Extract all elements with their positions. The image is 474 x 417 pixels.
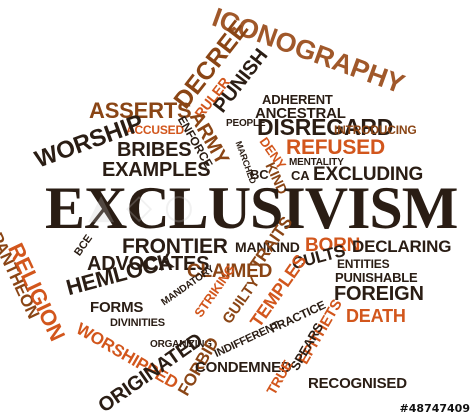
word-accused: ACCUSED	[126, 123, 184, 137]
word-born: BORN	[305, 235, 361, 256]
word-people: PEOPLE	[226, 118, 266, 129]
word-bc: BC	[250, 167, 269, 182]
word-advocates: ADVOCATES	[87, 253, 210, 275]
word-frontier: FRONTIER	[122, 235, 228, 258]
word-mankind: MANKIND	[235, 239, 300, 255]
word-condemned: CONDEMNED	[195, 359, 292, 376]
word-bribes: BRIBES	[117, 139, 192, 161]
word-foreign: FOREIGN	[334, 283, 424, 305]
word-punishable: PUNISHABLE	[335, 270, 418, 285]
word-asserts: ASSERTS	[89, 98, 192, 123]
word-exclusivism: EXCLUSIVISM	[45, 175, 458, 241]
word-ancestral: ANCESTRAL	[255, 105, 346, 122]
word-adherent: ADHERENT	[262, 92, 333, 107]
word-refused: REFUSED	[286, 136, 385, 159]
word-ca: CA	[291, 168, 310, 183]
word-declaring: DECLARING	[352, 237, 452, 256]
word-recognised: RECOGNISED	[308, 375, 407, 392]
stock-id-label: #48747409	[399, 402, 470, 415]
word-indifferent: INDIFFERENT	[212, 319, 282, 360]
word-disregard: DISREGARD	[257, 114, 394, 140]
word-organizing: ORGANIZING	[150, 339, 212, 350]
word-entities: ENTITIES	[337, 257, 390, 271]
word-divinities: DIVINITIES	[110, 317, 165, 329]
word-introducing: INTRODUCING	[334, 123, 417, 137]
word-examples: EXAMPLES	[102, 159, 211, 181]
word-death: DEATH	[346, 306, 406, 326]
word-claimed: CLAIMED	[187, 261, 273, 282]
word-mentality: MENTALITY	[289, 157, 344, 168]
word-forms: FORMS	[90, 299, 144, 316]
word-excluding: EXCLUDING	[313, 164, 424, 185]
